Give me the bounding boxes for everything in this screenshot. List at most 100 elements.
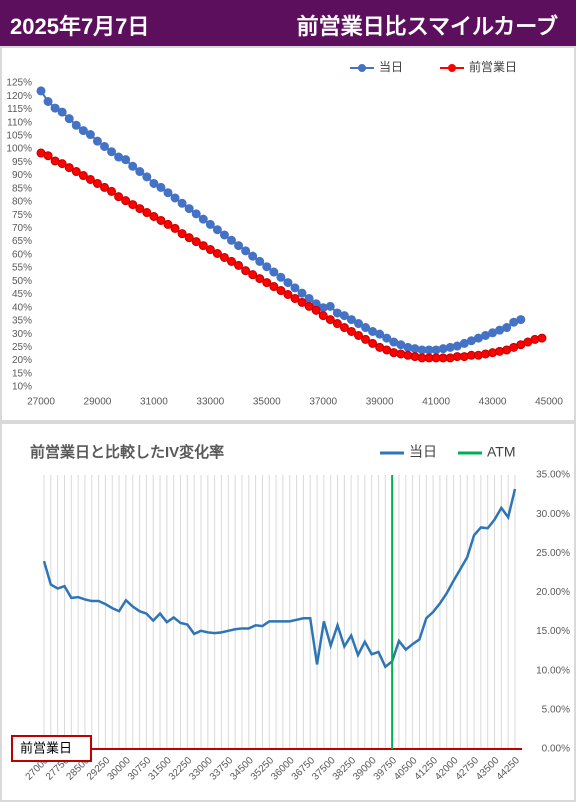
marker [92,178,102,188]
y-tick-label: 55% [12,263,32,274]
marker [149,178,159,188]
marker [269,282,279,292]
marker [85,174,95,184]
marker [346,315,356,325]
marker [100,141,109,151]
marker [248,251,258,261]
marker [128,200,138,210]
panel [2,48,574,420]
baseline-label: 前営業日 [20,740,72,755]
marker [71,167,81,177]
y-tick-label: 90% [12,170,32,181]
marker [354,319,363,329]
marker [255,256,265,266]
marker [241,266,251,276]
marker [283,278,293,288]
marker [57,107,67,117]
marker [64,114,74,124]
marker [304,301,314,311]
marker [297,288,307,298]
marker [170,223,180,233]
marker [339,323,349,333]
marker [177,229,187,239]
x-tick-label: 39000 [366,397,394,408]
header-date: 2025年7月7日 [10,14,150,39]
marker [50,103,60,113]
marker [156,182,166,192]
marker [135,167,145,177]
y-tick-label: 65% [12,236,32,247]
marker [325,301,335,311]
marker [537,333,547,343]
series-line [42,488,517,669]
marker [241,246,251,256]
y-tick-label: 35.00% [536,470,570,481]
x-tick-label: 43000 [479,397,507,408]
y-tick-label: 95% [12,157,32,168]
marker [219,230,229,240]
marker [36,86,46,96]
legend-label: ATM [487,444,516,460]
marker [219,252,229,262]
y-tick-label: 20% [12,355,32,366]
y-tick-label: 80% [12,197,32,208]
marker [142,172,152,182]
marker [339,311,349,321]
legend-label: 前営業日 [469,59,517,74]
marker [227,235,236,245]
marker [107,147,117,157]
marker [297,297,307,307]
marker [212,249,222,259]
marker [43,97,53,107]
marker [191,237,201,247]
marker [163,188,173,198]
marker [234,241,244,251]
header: 2025年7月7日 前営業日比スマイルカーブ [0,0,576,46]
marker [248,270,258,280]
marker [354,330,363,340]
marker [361,323,371,333]
marker [177,198,187,208]
marker [205,219,215,229]
marker [311,305,321,315]
y-tick-label: 40% [12,302,32,313]
header-title: 前営業日比スマイルカーブ [296,14,558,39]
marker [255,274,265,284]
marker [262,278,272,288]
marker [107,186,117,196]
y-tick-label: 25.00% [536,548,570,559]
marker [516,315,526,325]
marker [128,161,138,171]
marker [318,311,328,321]
legend-marker [448,64,456,72]
y-tick-label: 25% [12,342,32,353]
marker [57,159,67,169]
marker [191,209,201,219]
marker [368,338,378,348]
chart-title: 前営業日と比較したIV変化率 [30,443,224,461]
panel [2,424,574,800]
y-tick-label: 15.00% [536,626,570,637]
y-tick-label: 0.00% [542,744,570,755]
y-tick-label: 60% [12,249,32,260]
y-tick-label: 10% [12,382,32,393]
marker [205,245,215,255]
y-tick-label: 120% [6,91,32,102]
x-tick-label: 33000 [196,397,224,408]
marker [198,241,208,251]
y-tick-label: 30.00% [536,509,570,520]
marker [100,182,109,192]
x-tick-label: 27000 [27,397,55,408]
y-tick-label: 45% [12,289,32,300]
y-tick-label: 105% [6,131,32,142]
marker [64,163,74,173]
y-tick-label: 10.00% [536,665,570,676]
marker [78,126,88,136]
marker [269,267,279,277]
marker [184,204,194,214]
y-tick-label: 5.00% [542,704,570,715]
marker [170,193,180,203]
marker [276,286,286,296]
x-tick-label: 35000 [253,397,281,408]
